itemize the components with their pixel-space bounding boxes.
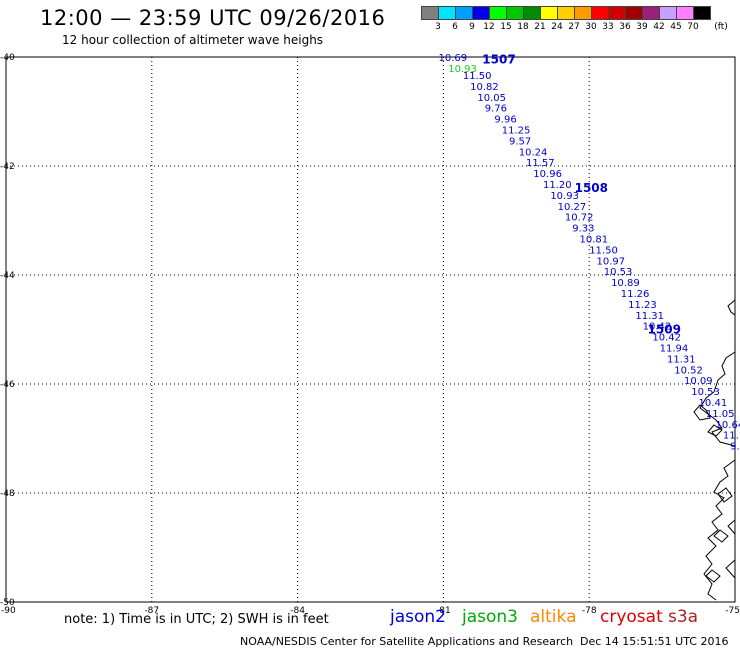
- latitude-tick-label: -50: [0, 598, 15, 608]
- latitude-tick-label: -46: [0, 380, 15, 390]
- legend-value: 45: [670, 22, 682, 32]
- wave-height-value: 10.41: [699, 398, 728, 409]
- legend-value: 12: [483, 22, 495, 32]
- coastline-segment: [705, 569, 721, 583]
- page-title: 12:00 — 23:59 UTC 09/26/2016: [40, 6, 386, 30]
- color-legend: [421, 6, 711, 20]
- wave-height-value: 10.52: [674, 365, 703, 376]
- coastline-segment: [727, 519, 736, 535]
- coastline: [693, 299, 736, 601]
- legend-value: 15: [500, 22, 512, 32]
- longitude-tick-label: -87: [144, 606, 159, 616]
- legend-value: 18: [517, 22, 529, 32]
- wave-height-value: 11.31: [667, 354, 696, 365]
- wave-height-value: 10.42: [643, 322, 672, 333]
- wave-height-value: 10.89: [611, 278, 640, 289]
- wave-height-value: 10.93: [550, 191, 579, 202]
- legend-value: 36: [619, 22, 631, 32]
- wave-height-value: 9.35: [730, 442, 740, 453]
- satellite-name-cryosat: cryosat: [600, 607, 663, 627]
- legend-value: 30: [585, 22, 597, 32]
- legend-value: 6: [452, 22, 458, 32]
- map-grid: [5, 56, 736, 603]
- wave-height-value: 11.25: [502, 125, 531, 136]
- wave-height-value: 10.93: [448, 64, 477, 75]
- wave-height-value: 9.33: [572, 224, 594, 235]
- latitude-tick-label: -42: [0, 162, 15, 172]
- latitude-tick-label: -48: [0, 489, 15, 499]
- legend-value: 70: [687, 22, 699, 32]
- wave-height-value: 11.94: [660, 343, 689, 354]
- legend-value: 33: [602, 22, 614, 32]
- wave-height-value: 10.05: [477, 93, 506, 104]
- wave-height-value: 11.50: [589, 245, 618, 256]
- wave-height-value: 10.27: [558, 202, 587, 213]
- legend-value: 39: [636, 22, 648, 32]
- wave-height-value: 10.81: [579, 234, 608, 245]
- coastline-segment: [703, 459, 736, 601]
- coastline-segment: [693, 404, 711, 421]
- wave-height-value: 11.50: [463, 71, 492, 82]
- altimeter-track: 10.6910.9311.5010.8210.059.769.9611.259.…: [439, 53, 740, 463]
- footer-note: note: 1) Time is in UTC; 2) SWH is in fe…: [64, 612, 329, 627]
- wave-height-value: 10.97: [596, 256, 625, 267]
- pass-number-label: 1509: [648, 323, 681, 337]
- wave-height-value: 9.96: [494, 115, 516, 126]
- legend-value: 3: [435, 22, 441, 32]
- satellite-name-jason2: jason2: [390, 607, 446, 627]
- wave-height-value: 10.24: [519, 147, 548, 158]
- pass-number-label: 1507: [482, 53, 515, 67]
- pass-labels: 1507 1508 1509: [482, 53, 681, 337]
- legend-value: 27: [568, 22, 580, 32]
- coastline-segment: [725, 559, 736, 579]
- color-legend-labels: 3 6 9 12 15 18 21 24 27 30 33 36 39 42 45 70 (ft): [421, 22, 740, 34]
- wave-height-value: 10.72: [565, 213, 594, 224]
- wave-height-value: 10.82: [470, 82, 499, 93]
- axis-tick-labels: -90 -87 -84 -81 -78 -75 -40 -42 -44 -46 -48 -50: [0, 53, 740, 616]
- coastline-segment: [713, 529, 729, 543]
- coastline-segment: [727, 299, 736, 316]
- legend-value: 9: [469, 22, 475, 32]
- coastline-segment: [707, 424, 723, 437]
- wave-height-value: 10.96: [533, 169, 562, 180]
- wave-height-value: 11.26: [621, 289, 650, 300]
- wave-height-value: 11.05: [706, 409, 735, 420]
- coastline-segment: [717, 487, 733, 503]
- page-subtitle: 12 hour collection of altimeter wave hei…: [62, 33, 324, 47]
- wave-height-value: 10.69: [439, 53, 468, 64]
- legend-value: 42: [653, 22, 665, 32]
- wave-height-value: 11.57: [526, 158, 555, 169]
- coastline-segment: [699, 351, 736, 447]
- legend-unit: (ft): [714, 22, 728, 32]
- wave-height-value: 9.76: [485, 104, 507, 115]
- legend-swatch: [693, 6, 711, 20]
- longitude-tick-label: -78: [582, 606, 597, 616]
- satellite-name-jason3: jason3: [462, 607, 518, 627]
- wave-height-value: 10.42: [652, 333, 681, 344]
- map-frame: [5, 56, 736, 603]
- longitude-tick-label: -84: [290, 606, 305, 616]
- legend-value: 24: [551, 22, 563, 32]
- timestamp: Dec 14 15:51:51 UTC 2016: [580, 635, 729, 648]
- longitude-tick-label: -75: [725, 606, 740, 616]
- wave-height-value: 11.31: [635, 311, 664, 322]
- wave-height-value: 10.64: [716, 420, 740, 431]
- wave-height-value: 11.20: [543, 180, 572, 191]
- wave-height-value: 10.53: [604, 267, 633, 278]
- wave-height-value: 11.23: [628, 300, 657, 311]
- pass-number-label: 1508: [575, 181, 608, 195]
- satellite-name-s3a: s3a: [668, 607, 699, 627]
- satellite-name-altika: altika: [530, 607, 577, 627]
- wave-height-value: 11.16: [723, 431, 740, 442]
- latitude-tick-label: -44: [0, 271, 15, 281]
- longitude-tick-label: -90: [1, 606, 16, 616]
- wave-height-value: 9.57: [509, 136, 531, 147]
- credit-text: NOAA/NESDIS Center for Satellite Applica…: [240, 635, 574, 648]
- longitude-tick-label: -81: [436, 606, 451, 616]
- legend-value: 21: [534, 22, 546, 32]
- wave-height-value: 10.09: [684, 376, 713, 387]
- wave-height-value: 10.53: [691, 387, 720, 398]
- latitude-tick-label: -40: [0, 53, 15, 63]
